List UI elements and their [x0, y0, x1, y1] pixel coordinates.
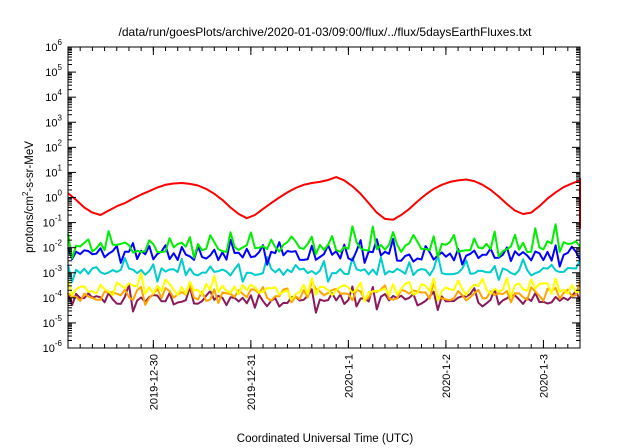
y-axis-label-suffix: -s-sr-MeV — [24, 141, 36, 192]
y-tick-base: 10 — [43, 268, 55, 280]
x-tick-label: 2019-12-31 — [246, 354, 258, 410]
x-tick-label: 2020-1-1 — [343, 354, 355, 398]
chart-title: /data/run/goesPlots/archive/2020-01-03/0… — [119, 25, 533, 39]
y-tick-label: 10-2 — [43, 239, 63, 255]
y-tick-exponent: -5 — [55, 314, 63, 323]
y-tick-label: 104 — [45, 88, 62, 104]
y-tick-base: 10 — [43, 343, 55, 355]
y-tick-base: 10 — [45, 193, 57, 205]
y-tick-label: 10-6 — [43, 339, 63, 355]
series-line-5 — [67, 272, 581, 303]
x-axis-label: Coordinated Universal Time (UTC) — [237, 433, 414, 445]
y-tick-exponent: 1 — [58, 163, 63, 172]
series-line-1 — [67, 176, 581, 230]
y-tick-exponent: -2 — [55, 239, 63, 248]
y-tick-base: 10 — [45, 142, 57, 154]
y-tick-base: 10 — [45, 42, 57, 54]
series-layer — [67, 176, 581, 314]
y-tick-label: 10-5 — [43, 314, 63, 330]
y-tick-exponent: 6 — [58, 38, 63, 47]
y-tick-base: 10 — [43, 218, 55, 230]
y-tick-exponent: 5 — [58, 63, 63, 72]
y-tick-exponent: 4 — [58, 88, 63, 97]
y-tick-label: 102 — [45, 138, 62, 154]
y-tick-base: 10 — [45, 67, 57, 79]
x-tick-label: 2020-1-2 — [441, 354, 453, 398]
y-tick-exponent: 0 — [58, 189, 63, 198]
y-tick-label: 10-3 — [43, 264, 63, 280]
y-tick-base: 10 — [43, 318, 55, 330]
y-tick-base: 10 — [45, 167, 57, 179]
y-tick-label: 105 — [45, 63, 62, 79]
y-tick-label: 106 — [45, 38, 62, 54]
series-line-3 — [67, 237, 581, 268]
y-tick-exponent: 3 — [58, 113, 63, 122]
series-line-4 — [67, 254, 581, 283]
series-line-2 — [67, 223, 581, 260]
y-axis-label-prefix: protons/cm — [24, 196, 36, 253]
y-tick-label: 103 — [45, 113, 62, 129]
y-tick-label: 10-4 — [43, 289, 63, 305]
y-axis-label-sup: 2 — [21, 191, 30, 196]
y-tick-base: 10 — [43, 243, 55, 255]
y-axis-ticks: 10-610-510-410-310-210-11001011021031041… — [43, 38, 580, 355]
y-tick-exponent: -6 — [55, 339, 63, 348]
y-tick-exponent: -4 — [55, 289, 63, 298]
y-tick-label: 101 — [45, 163, 62, 179]
y-tick-base: 10 — [45, 92, 57, 104]
y-tick-exponent: -3 — [55, 264, 63, 273]
x-axis-ticks: 2019-12-30 2019-12-31 2020-1-1 2020-1-2 2020… — [67, 47, 581, 410]
y-tick-label: 10-1 — [43, 214, 63, 230]
y-tick-base: 10 — [43, 293, 55, 305]
y-tick-label: 100 — [45, 189, 62, 205]
y-tick-exponent: 2 — [58, 138, 63, 147]
y-tick-exponent: -1 — [55, 214, 63, 223]
y-axis-label: protons/cm2-s-sr-MeV — [21, 141, 36, 253]
y-tick-base: 10 — [45, 117, 57, 129]
x-tick-label: 2019-12-30 — [148, 354, 160, 410]
x-tick-label: 2020-1-3 — [538, 354, 550, 398]
